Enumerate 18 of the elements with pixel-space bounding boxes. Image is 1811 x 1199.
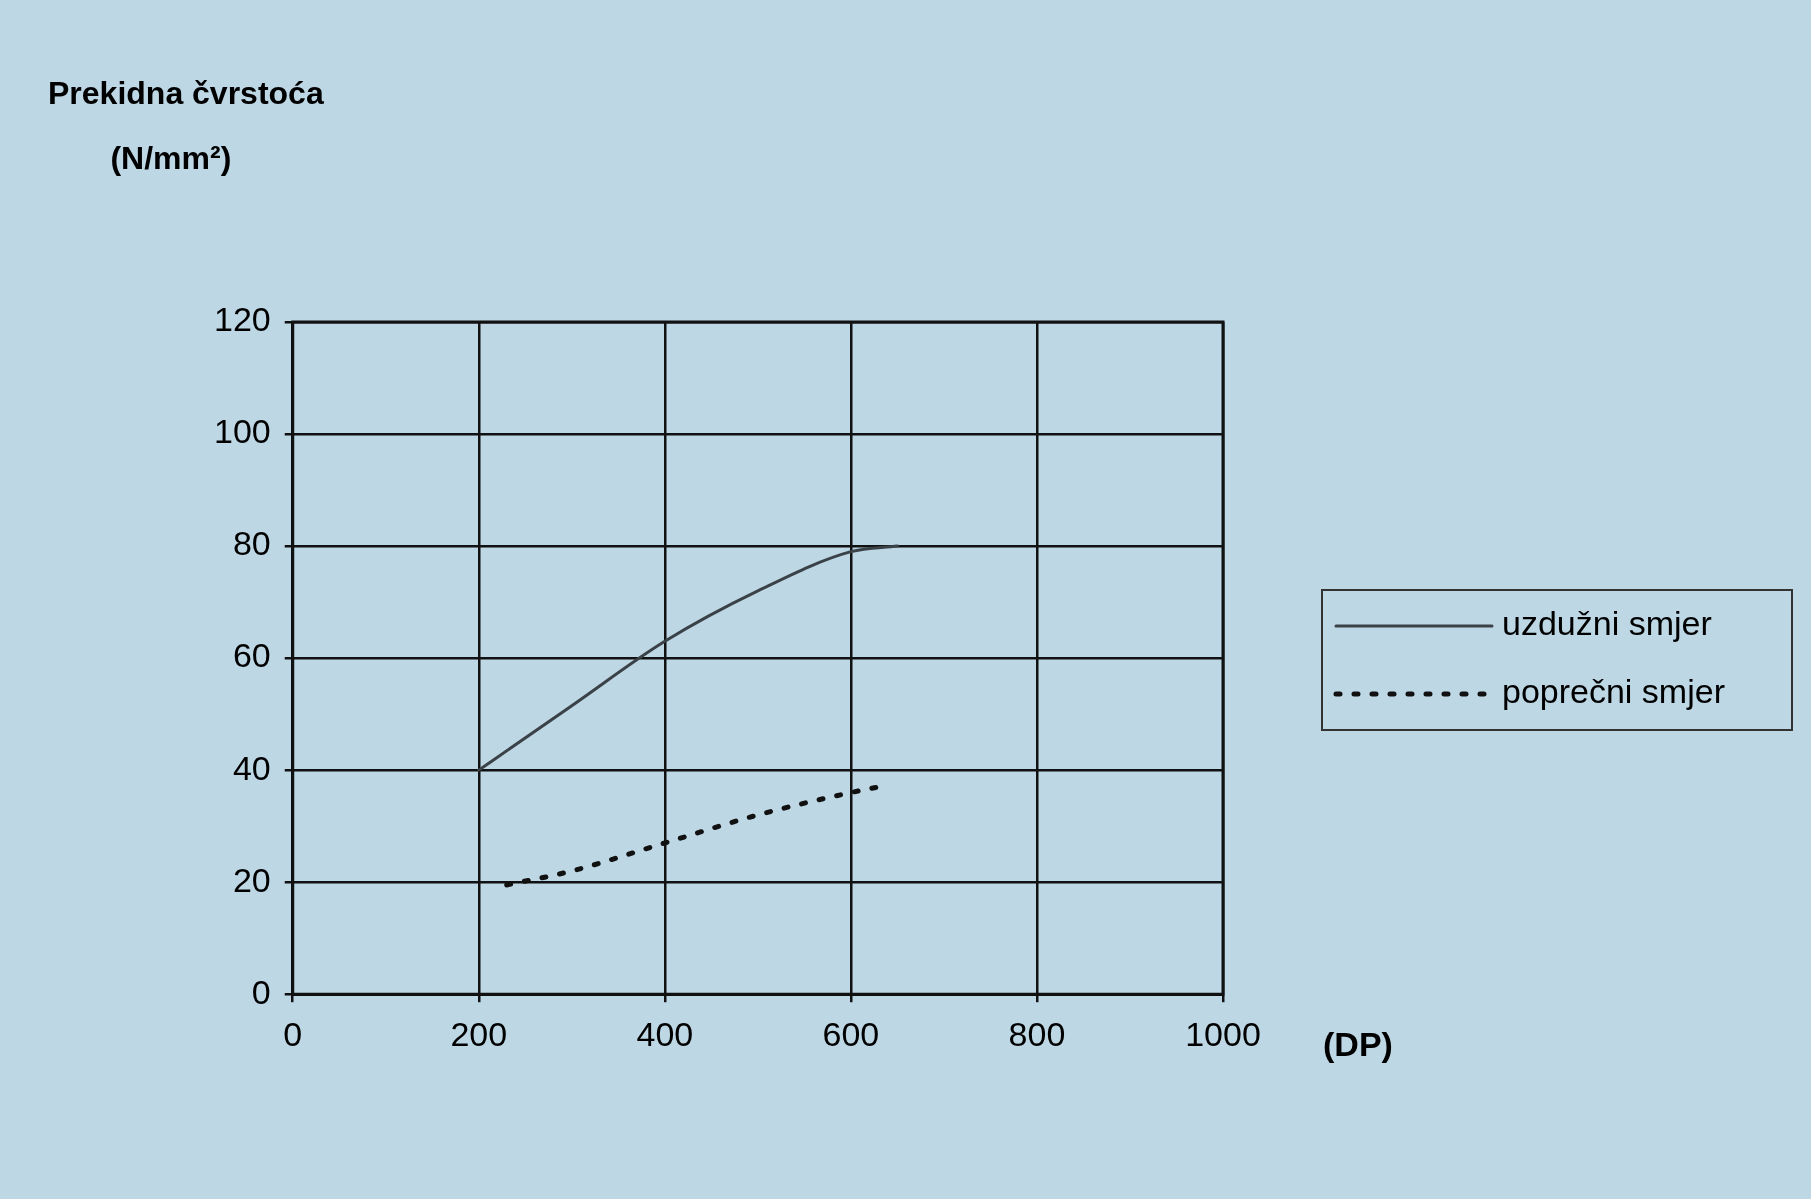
y-tick-label: 120 (213, 300, 271, 339)
y-tick-label: 60 (232, 636, 271, 675)
y-axis-title: Prekidna čvrstoća (N/mm²) (48, 74, 324, 176)
y-tick-label: 100 (213, 412, 271, 451)
x-tick-label: 400 (636, 1014, 694, 1053)
x-tick-label: 1000 (1185, 1014, 1261, 1053)
line-series (477, 544, 899, 772)
y-tick-label: 80 (232, 524, 271, 563)
y-tick-label: 0 (251, 972, 271, 1011)
legend-label: poprečni smjer (1502, 672, 1725, 711)
y-tick-label: 20 (232, 860, 271, 899)
x-tick-label: 0 (283, 1014, 303, 1053)
x-tick-label: 200 (450, 1014, 508, 1053)
x-tick-label: 600 (822, 1014, 880, 1053)
x-axis-title: (DP) (1323, 1024, 1393, 1063)
y-tick-label: 40 (232, 748, 271, 787)
legend-label: uzdužni smjer (1502, 604, 1712, 643)
x-tick-label: 800 (1008, 1014, 1066, 1053)
